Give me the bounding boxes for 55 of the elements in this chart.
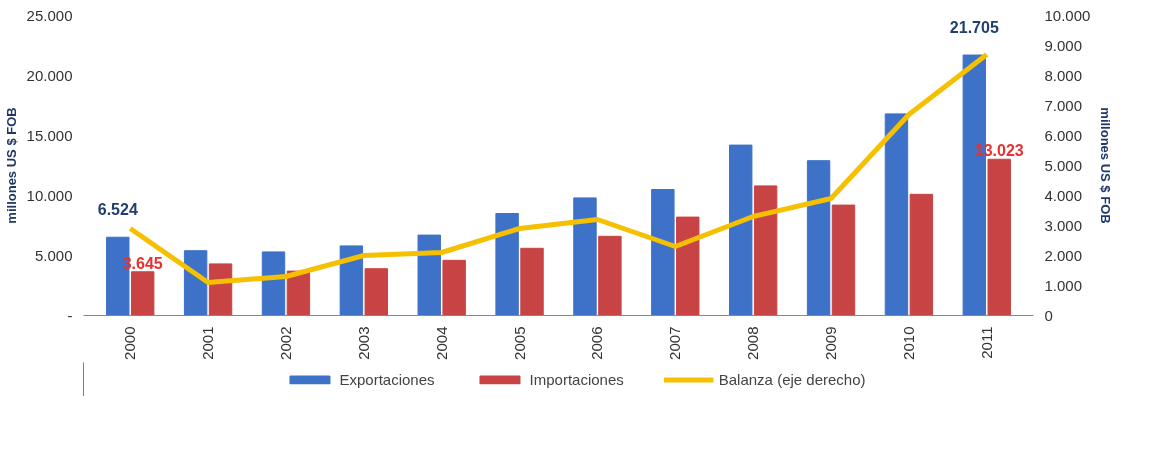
- bar: [417, 234, 441, 316]
- bar: [573, 197, 597, 316]
- x-tick-label: 2005: [510, 326, 528, 360]
- x-tick-label: 2009: [822, 326, 840, 360]
- x-tick-label: 2006: [588, 326, 606, 360]
- y2-tick-label: 0: [1044, 306, 1053, 324]
- bar: [130, 271, 155, 316]
- y-tick-label: 10.000: [26, 186, 73, 204]
- x-tick-label: 2004: [432, 326, 450, 360]
- y2-tick-label: 7.000: [1044, 96, 1083, 114]
- y2-tick-label: 9.000: [1044, 36, 1083, 54]
- bar: [729, 144, 753, 316]
- y-axis-title: millones US $ FOB: [3, 107, 19, 224]
- bar: [831, 204, 856, 316]
- bar: [753, 185, 778, 316]
- bar: [909, 193, 934, 316]
- legend-label: Balanza (eje derecho): [718, 370, 866, 388]
- y2-tick-label: 5.000: [1044, 156, 1083, 174]
- bar: [598, 235, 622, 316]
- bar: [806, 160, 831, 316]
- y2-tick-label: 8.000: [1044, 66, 1083, 84]
- y2-tick-label: 3.000: [1044, 216, 1083, 234]
- x-tick-label: 2001: [199, 326, 217, 360]
- data-label: 21.705: [949, 19, 999, 37]
- y2-tick-label: 2.000: [1044, 246, 1083, 264]
- x-tick-label: 2008: [744, 326, 762, 360]
- y-tick-label: 20.000: [26, 66, 73, 84]
- x-tick-label: 2003: [354, 326, 372, 360]
- data-label: 6.524: [97, 201, 138, 219]
- y2-tick-label: 1.000: [1044, 276, 1083, 294]
- legend-label: Exportaciones: [339, 370, 435, 388]
- bar: [676, 216, 700, 316]
- bar: [364, 268, 388, 316]
- x-tick-label: 2011: [977, 326, 995, 359]
- y-tick-label: 25.000: [26, 6, 73, 24]
- x-tick-label: 2002: [276, 326, 294, 360]
- bar: [987, 158, 1011, 316]
- bar: [442, 259, 466, 316]
- y-tick-label: -: [67, 306, 73, 324]
- y2-axis-title: millones US $ FOB: [1098, 107, 1114, 224]
- x-tick-label: 2000: [121, 326, 139, 360]
- y-tick-label: 5.000: [34, 246, 73, 264]
- bar: [884, 113, 909, 316]
- bar: [520, 247, 544, 316]
- y2-tick-label: 6.000: [1044, 126, 1083, 144]
- legend-label: Importaciones: [529, 370, 624, 388]
- bar: [261, 251, 286, 316]
- bar: [339, 245, 364, 316]
- bar: [651, 189, 675, 316]
- bar: [495, 213, 519, 316]
- x-tick-label: 2007: [666, 326, 684, 360]
- y2-tick-label: 4.000: [1044, 186, 1083, 204]
- y2-tick-label: 10.000: [1044, 6, 1091, 24]
- y-tick-label: 15.000: [26, 126, 73, 144]
- x-tick-label: 2010: [899, 326, 917, 360]
